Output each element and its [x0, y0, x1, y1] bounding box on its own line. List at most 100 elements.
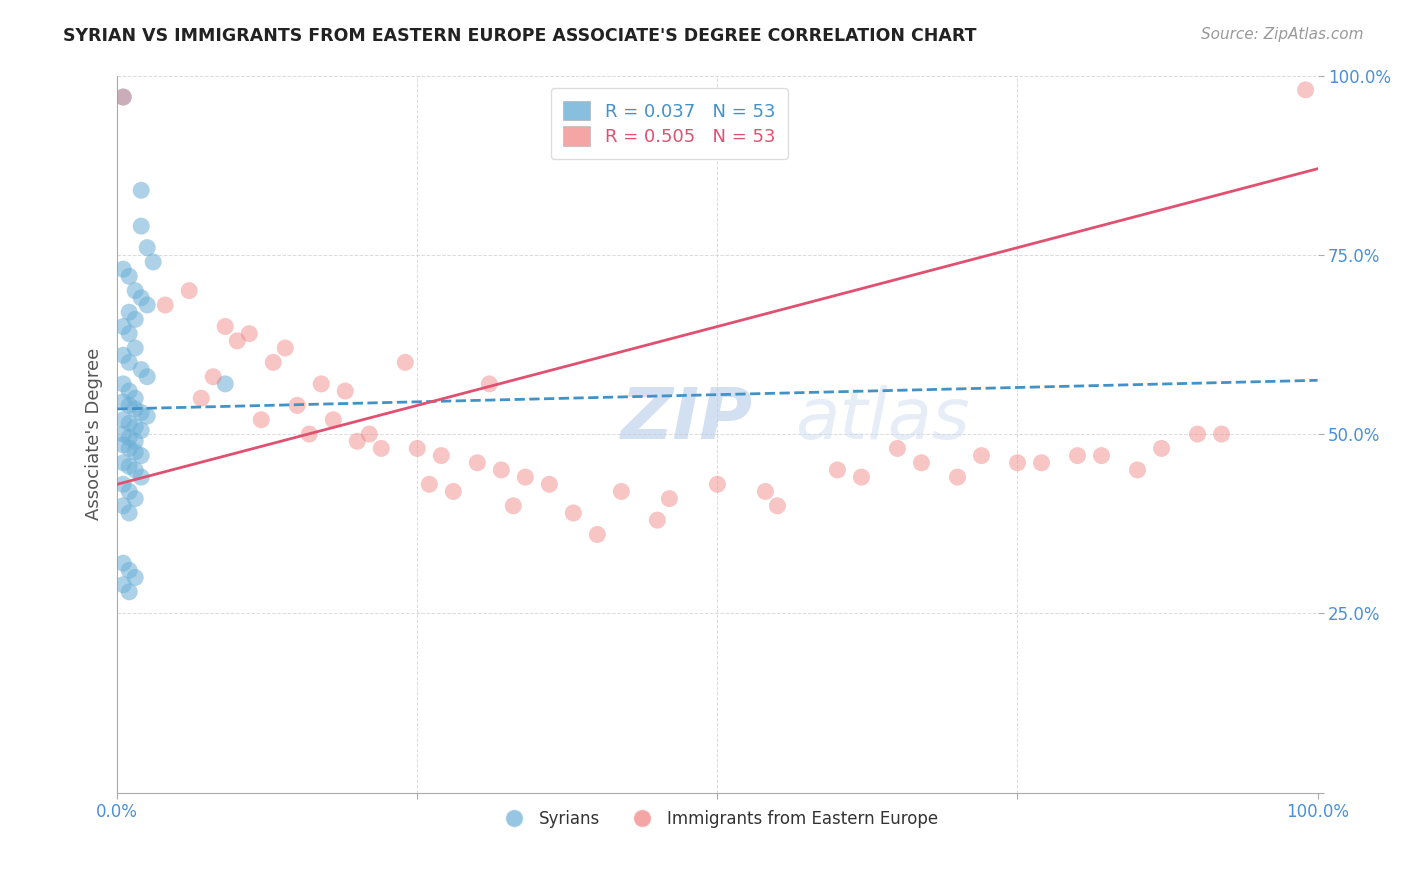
Point — [538, 477, 561, 491]
Point — [124, 463, 146, 477]
Point — [827, 463, 849, 477]
Point — [886, 442, 908, 456]
Point — [118, 305, 141, 319]
Point — [129, 470, 152, 484]
Point — [562, 506, 585, 520]
Point — [309, 376, 332, 391]
Point — [124, 434, 146, 449]
Point — [129, 424, 152, 438]
Point — [946, 470, 969, 484]
Point — [1066, 449, 1088, 463]
Point — [124, 420, 146, 434]
Point — [129, 449, 152, 463]
Point — [118, 585, 141, 599]
Point — [112, 90, 135, 104]
Point — [112, 413, 135, 427]
Point — [112, 577, 135, 591]
Point — [1295, 83, 1317, 97]
Point — [502, 499, 524, 513]
Point — [441, 484, 464, 499]
Point — [112, 90, 135, 104]
Point — [179, 284, 201, 298]
Point — [766, 499, 789, 513]
Point — [910, 456, 932, 470]
Point — [335, 384, 357, 398]
Point — [1150, 442, 1173, 456]
Point — [118, 269, 141, 284]
Point — [406, 442, 429, 456]
Point — [202, 369, 225, 384]
Point — [394, 355, 416, 369]
Point — [851, 470, 873, 484]
Point — [226, 334, 249, 348]
Point — [112, 376, 135, 391]
Point — [118, 442, 141, 456]
Point — [136, 241, 159, 255]
Point — [754, 484, 776, 499]
Point — [124, 284, 146, 298]
Point — [118, 484, 141, 499]
Point — [142, 255, 165, 269]
Point — [418, 477, 440, 491]
Point — [124, 391, 146, 405]
Point — [112, 556, 135, 570]
Point — [706, 477, 728, 491]
Point — [136, 369, 159, 384]
Point — [478, 376, 501, 391]
Y-axis label: Associate's Degree: Associate's Degree — [86, 348, 103, 520]
Point — [118, 398, 141, 412]
Point — [515, 470, 537, 484]
Point — [124, 491, 146, 506]
Point — [610, 484, 633, 499]
Point — [129, 219, 152, 233]
Point — [124, 312, 146, 326]
Point — [359, 427, 381, 442]
Point — [491, 463, 513, 477]
Point — [285, 398, 308, 412]
Point — [970, 449, 993, 463]
Point — [118, 355, 141, 369]
Point — [129, 362, 152, 376]
Point — [214, 376, 236, 391]
Point — [430, 449, 453, 463]
Point — [1090, 449, 1112, 463]
Point — [1187, 427, 1209, 442]
Point — [214, 319, 236, 334]
Text: ZIP: ZIP — [621, 385, 754, 454]
Point — [238, 326, 260, 341]
Point — [465, 456, 488, 470]
Point — [190, 391, 212, 405]
Point — [346, 434, 368, 449]
Text: atlas: atlas — [796, 385, 970, 454]
Point — [129, 183, 152, 197]
Point — [112, 499, 135, 513]
Point — [118, 431, 141, 445]
Point — [586, 527, 609, 541]
Point — [118, 384, 141, 398]
Point — [136, 409, 159, 424]
Point — [153, 298, 176, 312]
Point — [124, 445, 146, 459]
Point — [1031, 456, 1053, 470]
Point — [124, 402, 146, 417]
Text: SYRIAN VS IMMIGRANTS FROM EASTERN EUROPE ASSOCIATE'S DEGREE CORRELATION CHART: SYRIAN VS IMMIGRANTS FROM EASTERN EUROPE… — [63, 27, 977, 45]
Point — [118, 563, 141, 577]
Point — [112, 438, 135, 452]
Text: Source: ZipAtlas.com: Source: ZipAtlas.com — [1201, 27, 1364, 42]
Point — [647, 513, 669, 527]
Point — [112, 348, 135, 362]
Point — [250, 413, 273, 427]
Point — [112, 456, 135, 470]
Point — [129, 291, 152, 305]
Point — [112, 477, 135, 491]
Point — [112, 394, 135, 409]
Point — [1007, 456, 1029, 470]
Point — [118, 326, 141, 341]
Point — [658, 491, 681, 506]
Point — [112, 262, 135, 277]
Point — [262, 355, 284, 369]
Point — [124, 341, 146, 355]
Point — [112, 427, 135, 442]
Point — [1211, 427, 1233, 442]
Point — [322, 413, 344, 427]
